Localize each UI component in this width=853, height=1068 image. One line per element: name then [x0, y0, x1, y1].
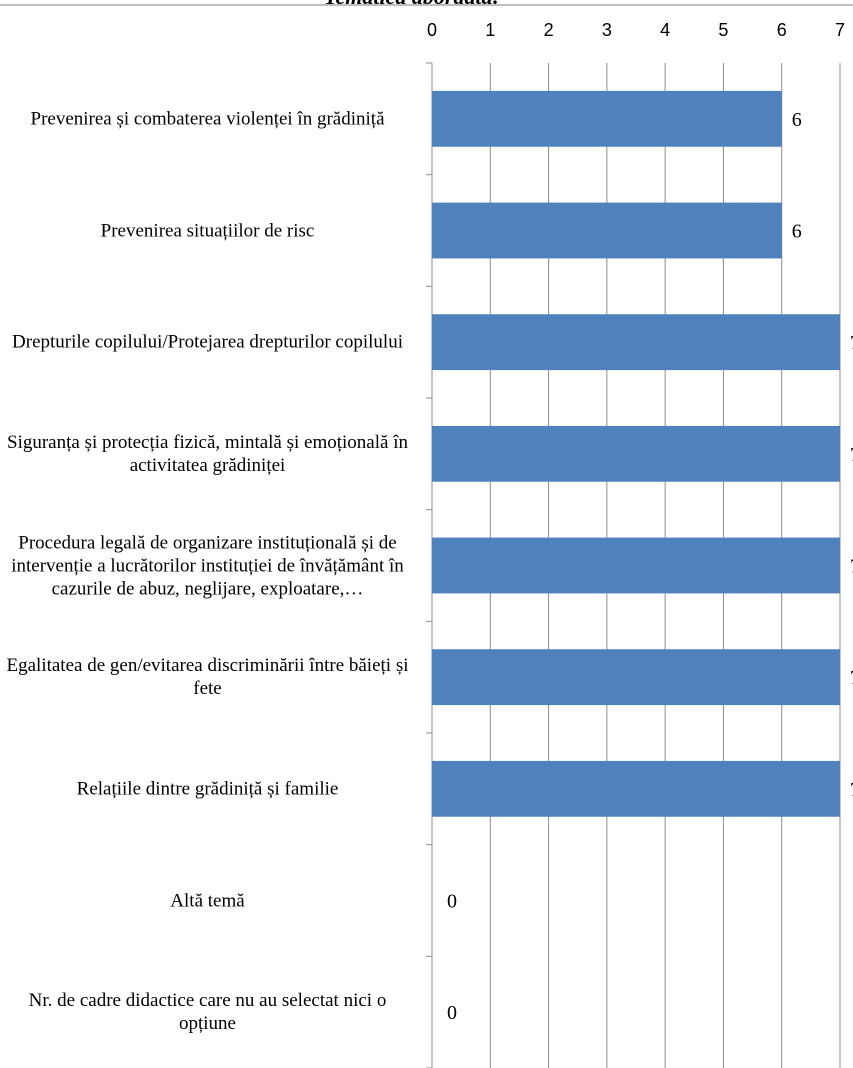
bar [432, 314, 840, 371]
chart-title: Tematica abordată: [324, 0, 500, 9]
bar [432, 90, 782, 147]
data-label: 7 [850, 332, 853, 354]
x-tick-label: 6 [777, 20, 787, 40]
bar [432, 202, 782, 259]
data-label: 0 [447, 1002, 457, 1024]
category-label: Relațiile dintre grădiniță și familie [76, 778, 339, 800]
x-tick-label: 5 [718, 20, 728, 40]
data-label: 0 [447, 891, 457, 913]
bar [432, 537, 840, 594]
data-label: 7 [850, 444, 853, 466]
category-label: Egalitatea de gen/evitarea discriminării… [6, 655, 409, 700]
data-label: 6 [792, 221, 802, 243]
category-label: Procedura legală de organizare instituți… [11, 532, 404, 599]
category-label: Drepturile copilului/Protejarea drepturi… [12, 331, 403, 353]
x-tick-label: 4 [660, 20, 670, 40]
data-label: 6 [792, 109, 802, 131]
bar [432, 649, 840, 706]
category-label: Siguranța și protecția fizică, mintală ș… [7, 431, 408, 476]
category-label: Altă temă [170, 890, 245, 911]
data-label: 7 [850, 667, 853, 689]
x-tick-label: 3 [602, 20, 612, 40]
x-tick-label: 7 [835, 20, 845, 40]
data-label: 7 [850, 779, 853, 801]
x-tick-label: 2 [544, 20, 554, 40]
category-label: Nr. de cadre didactice care nu au select… [28, 990, 387, 1035]
data-label: 7 [850, 556, 853, 578]
bar [432, 760, 840, 817]
category-label: Prevenirea și combaterea violenței în gr… [30, 108, 385, 130]
x-tick-label: 0 [427, 20, 437, 40]
bar [432, 425, 840, 482]
x-tick-label: 1 [485, 20, 495, 40]
category-label: Prevenirea situațiilor de risc [100, 220, 315, 241]
